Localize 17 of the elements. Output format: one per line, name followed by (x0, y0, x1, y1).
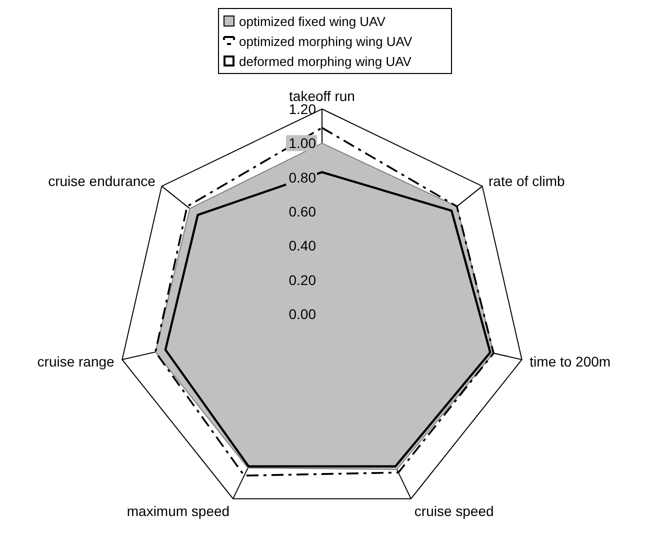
y-tick-label: 1.20 (288, 101, 316, 117)
spoke-label: cruise range (37, 353, 115, 370)
spoke-label: time to 200m (530, 353, 611, 370)
legend-label: optimized fixed wing UAV (239, 14, 386, 28)
spoke-label: rate of climb (488, 173, 565, 190)
y-tick-label: 0.40 (288, 238, 316, 254)
legend-label: deformed morphing wing UAV (239, 54, 412, 68)
spoke-label: cruise endurance (48, 173, 156, 190)
spoke-label: maximum speed (126, 502, 230, 519)
y-tick-label: 0.80 (288, 169, 316, 186)
y-tick-label: 0.00 (288, 306, 316, 322)
spoke-label: takeoff run (289, 88, 355, 104)
y-tick-label: 1.00 (288, 135, 316, 152)
y-tick-label: 0.60 (288, 204, 316, 220)
spoke-label: cruise speed (414, 502, 494, 519)
y-tick-label: 0.20 (288, 272, 316, 288)
legend-label: optimized morphing wing UAV (239, 34, 412, 48)
